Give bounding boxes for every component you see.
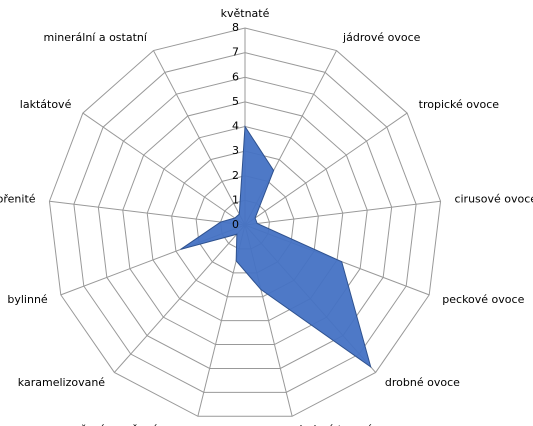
grid-ring: [195, 175, 295, 274]
category-label: jádrové ovoce: [342, 31, 421, 44]
grid-ring: [122, 101, 368, 346]
category-label: peckové ovoce: [442, 293, 524, 306]
category-label: laktátové: [20, 98, 72, 111]
r-tick-label: 8: [232, 21, 239, 34]
category-label: karamelizované: [18, 376, 106, 389]
r-tick-label: 3: [232, 144, 239, 157]
r-tick-label: 1: [232, 193, 239, 206]
r-tick-label: 0: [232, 218, 239, 231]
spoke: [244, 112, 408, 226]
category-label: vařené a sušené ovoce: [68, 423, 195, 426]
category-label: cirusové ovoce: [454, 193, 533, 206]
grid-ring: [73, 52, 417, 393]
category-label: kořenité: [0, 193, 36, 206]
category-label: drobné ovoce: [385, 376, 460, 389]
series-area: [180, 124, 372, 369]
spoke: [244, 200, 441, 226]
r-tick-label: 5: [232, 95, 239, 108]
r-tick-label: 4: [232, 120, 239, 133]
category-label: minerální a ostatní: [43, 31, 147, 44]
spoke: [153, 50, 246, 226]
category-label: bylinné: [7, 293, 48, 306]
grid-ring: [171, 150, 319, 298]
grid-ring: [97, 76, 393, 369]
r-tick-label: 2: [232, 169, 239, 182]
spoke: [49, 200, 246, 226]
r-tick-label: 6: [232, 70, 239, 83]
spoke: [82, 112, 246, 226]
grid-ring: [146, 125, 344, 322]
spoke: [113, 224, 246, 373]
category-label: květnaté: [221, 7, 270, 20]
r-tick-label: 7: [232, 46, 239, 59]
category-label: drobné tmavé ovoce: [295, 423, 409, 426]
category-label: tropické ovoce: [419, 98, 500, 111]
grid-ring: [48, 27, 442, 417]
